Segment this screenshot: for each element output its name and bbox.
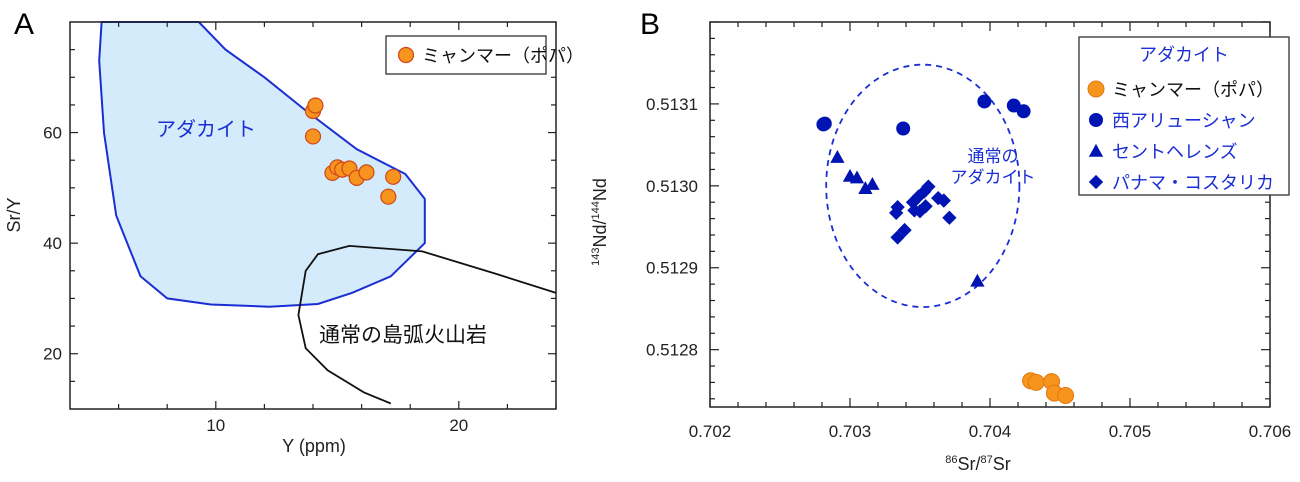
panel-a-x-axis-label: Y (ppm) bbox=[282, 436, 346, 456]
st-helens-point bbox=[865, 177, 880, 190]
panel-b-letter: B bbox=[640, 8, 660, 41]
normal-arc-boundary bbox=[297, 244, 557, 405]
st-helens-point bbox=[830, 150, 845, 163]
myanmar-point bbox=[358, 164, 375, 181]
panama-costa-rica-point bbox=[911, 189, 926, 204]
panel-a-ticks: 10 20 20 40 60 bbox=[43, 22, 557, 435]
panel-a-y-tick-label: 40 bbox=[43, 234, 62, 253]
ellipse-annotation-line1: 通常の bbox=[968, 147, 1019, 167]
typical-adakite-ellipse bbox=[825, 63, 1021, 308]
legend-west-aleutian-label: 西アリューシャン bbox=[1112, 111, 1256, 132]
panel-b-x-tick-label: 0.702 bbox=[689, 422, 732, 441]
legend-myanmar-label: ミャンマー（ポパ） bbox=[422, 46, 584, 67]
legend-myanmar-label: ミャンマー（ポパ） bbox=[1112, 80, 1274, 101]
panama-costa-rica-point bbox=[897, 222, 912, 238]
west-aleutian-point bbox=[896, 121, 911, 136]
legend-panama-costa-rica-marker bbox=[1088, 174, 1104, 190]
west-aleutian-point bbox=[817, 116, 832, 131]
panel-a: A 10 20 20 40 60 アダカイト 通常の島弧火山岩 ミャンマー（ポパ） Y … bbox=[4, 8, 584, 456]
legend-st-helens-label: セントヘレンズ bbox=[1112, 142, 1238, 163]
st-helens-point bbox=[858, 181, 873, 195]
adakite-region-label: アダカイト bbox=[156, 117, 256, 141]
legend-st-helens-marker bbox=[1088, 143, 1104, 157]
panel-b-y-tick-label: 0.5128 bbox=[646, 341, 698, 360]
panel-b-y-tick-label: 0.5130 bbox=[646, 177, 698, 196]
myanmar-point bbox=[380, 188, 397, 205]
panama-costa-rica-point bbox=[921, 179, 936, 194]
west-aleutian-point bbox=[977, 94, 992, 109]
panama-costa-rica-point bbox=[936, 193, 951, 208]
adakite-field bbox=[98, 21, 426, 308]
legend-west-aleutian-marker bbox=[1089, 113, 1103, 127]
panel-b-legend-title: アダカイト bbox=[1139, 45, 1229, 66]
legend-myanmar-marker bbox=[397, 46, 415, 64]
legend-myanmar-marker bbox=[1087, 80, 1105, 98]
panel-b: B 0.702 0.703 0.704 0.705 0.706 0.5128 0.5129 0… bbox=[590, 8, 1291, 474]
panel-b-y-tick-label: 0.5129 bbox=[646, 259, 698, 278]
st-helens-point bbox=[849, 170, 865, 184]
panel-a-letter: A bbox=[14, 8, 34, 41]
panel-a-y-tick-label: 20 bbox=[43, 345, 62, 364]
myanmar-point bbox=[385, 168, 402, 185]
normal-arc-region-label: 通常の島弧火山岩 bbox=[319, 323, 487, 347]
panel-b-x-tick-label: 0.703 bbox=[829, 422, 872, 441]
panel-b-x-tick-label: 0.705 bbox=[1109, 422, 1152, 441]
panama-costa-rica-point bbox=[907, 203, 922, 218]
myanmar-point bbox=[1027, 373, 1045, 391]
panel-a-y-axis-label: Sr/Y bbox=[4, 197, 24, 232]
panel-b-legend-box bbox=[1078, 36, 1290, 196]
panel-b-y-tick-label: 0.5131 bbox=[646, 95, 698, 114]
panel-a-x-tick-label: 20 bbox=[449, 416, 468, 435]
myanmar-point bbox=[304, 128, 322, 145]
panama-costa-rica-point bbox=[942, 210, 957, 225]
myanmar-point bbox=[1057, 387, 1075, 405]
legend-panama-costa-rica-label: パナマ・コスタリカ bbox=[1112, 173, 1274, 194]
panel-b-x-axis-label: 86Sr/87Sr bbox=[945, 454, 1011, 474]
panel-a-x-tick-label: 10 bbox=[206, 416, 225, 435]
west-aleutian-point bbox=[1016, 104, 1031, 119]
panel-b-x-tick-label: 0.704 bbox=[969, 422, 1012, 441]
panama-costa-rica-point bbox=[890, 199, 905, 215]
panama-costa-rica-point bbox=[890, 230, 905, 245]
ellipse-annotation-line2: アダカイト bbox=[951, 168, 1036, 188]
myanmar-point bbox=[307, 97, 324, 114]
panama-costa-rica-point bbox=[918, 199, 933, 214]
panel-a-y-tick-label: 60 bbox=[43, 124, 62, 143]
panel-a-points bbox=[304, 97, 402, 205]
panel-b-points bbox=[816, 94, 1075, 405]
panel-b-x-tick-label: 0.706 bbox=[1249, 422, 1292, 441]
panel-b-y-axis-label: 143Nd/144Nd bbox=[590, 178, 610, 266]
st-helens-point bbox=[970, 273, 985, 287]
